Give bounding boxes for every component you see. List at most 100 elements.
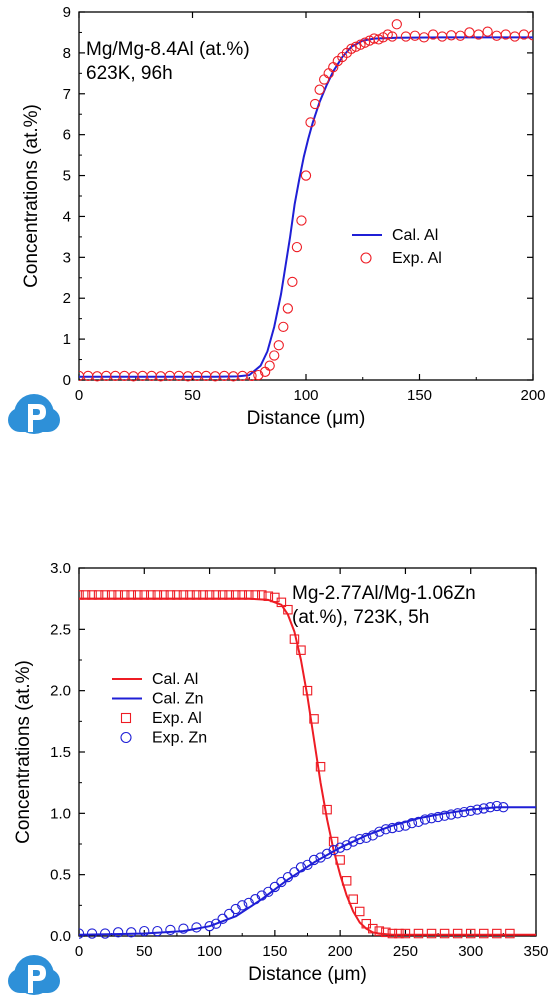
x-axis-label: Distance (μm)	[247, 408, 366, 429]
data-point-exp-al	[119, 590, 130, 600]
x-tick-label: 350	[523, 943, 548, 960]
y-axis-label: Concentrations (at.%)	[21, 104, 42, 288]
data-point-exp-al	[287, 276, 298, 288]
data-point-exp-zn	[269, 881, 281, 893]
data-point-exp-al	[230, 590, 241, 600]
data-point-exp-zn	[224, 908, 235, 920]
data-point-exp-zn	[478, 803, 489, 814]
data-point-exp-zn	[99, 928, 111, 939]
annotation-text: 623K, 96h	[86, 63, 173, 84]
data-point-exp-zn	[485, 802, 496, 813]
data-point-exp-al	[309, 714, 319, 724]
legend-label-cal-zn: Cal. Zn	[152, 691, 204, 708]
data-point-exp-zn	[210, 918, 222, 929]
data-point-exp-al	[335, 855, 345, 865]
x-tick-label: 0	[75, 943, 83, 960]
series-line-cal-al	[79, 36, 533, 378]
data-point-exp-zn	[334, 842, 346, 853]
data-point-exp-al	[446, 30, 457, 41]
data-point-exp-al	[100, 590, 110, 600]
data-point-exp-al	[172, 590, 182, 600]
data-point-exp-al	[426, 928, 437, 939]
y-tick-label: 0.0	[50, 928, 71, 945]
data-point-exp-zn	[380, 824, 391, 835]
data-point-exp-al	[355, 39, 366, 50]
data-point-exp-al	[373, 34, 384, 45]
data-point-exp-zn	[367, 830, 378, 841]
data-point-exp-al	[491, 30, 502, 41]
data-point-exp-al	[191, 590, 202, 600]
data-point-exp-al	[93, 590, 104, 600]
data-point-exp-zn	[465, 805, 476, 817]
data-point-exp-al	[198, 590, 208, 600]
data-point-exp-zn	[276, 876, 287, 888]
data-point-exp-zn	[113, 927, 124, 938]
data-point-exp-al	[309, 98, 321, 110]
data-point-exp-al	[455, 30, 466, 41]
data-point-exp-zn	[308, 854, 320, 866]
data-point-exp-al	[80, 590, 91, 600]
data-point-exp-al	[359, 37, 371, 48]
data-point-exp-zn	[126, 927, 137, 938]
x-tick-label: 0	[75, 387, 83, 404]
data-point-exp-al	[263, 591, 274, 601]
y-tick-label: 3	[63, 249, 71, 266]
data-point-exp-zn	[217, 913, 228, 924]
data-point-exp-zn	[491, 800, 502, 812]
data-point-exp-zn	[445, 809, 457, 820]
data-point-exp-al	[165, 590, 176, 600]
y-tick-label: 1	[63, 331, 71, 348]
y-tick-label: 1.5	[50, 744, 71, 761]
y-tick-label: 1.0	[50, 805, 71, 822]
data-point-exp-al	[350, 41, 362, 52]
annotation-text: (at.%), 723K, 5h	[292, 607, 429, 628]
data-point-exp-al	[505, 928, 515, 939]
x-tick-label: 50	[136, 943, 153, 960]
data-point-exp-zn	[289, 867, 300, 878]
data-point-exp-zn	[230, 903, 241, 915]
y-tick-label: 0	[63, 372, 71, 389]
data-point-exp-al	[270, 592, 280, 603]
data-point-exp-zn	[348, 836, 359, 847]
data-point-exp-al	[257, 590, 267, 600]
x-tick-label: 200	[520, 387, 545, 404]
x-tick-label: 100	[293, 387, 318, 404]
data-point-exp-zn	[315, 852, 326, 863]
cloud-p-logo-icon	[8, 394, 60, 434]
data-point-exp-al	[300, 170, 312, 181]
data-point-exp-al	[315, 761, 326, 772]
data-point-exp-al	[346, 43, 357, 54]
y-tick-label: 0.5	[50, 867, 71, 884]
y-axis-label: Concentrations (at.%)	[13, 660, 34, 844]
data-point-exp-al	[243, 590, 254, 600]
plot-area	[79, 19, 533, 382]
legend-label-cal-al: Cal. Al	[392, 227, 438, 244]
data-point-exp-zn	[86, 928, 98, 939]
data-point-exp-zn	[165, 924, 176, 936]
y-tick-label: 5	[63, 168, 71, 185]
data-point-exp-al	[146, 590, 156, 600]
data-point-exp-al	[473, 29, 484, 40]
legend-label-exp-al: Exp. Al	[152, 710, 202, 727]
data-point-exp-zn	[406, 817, 418, 829]
series-line-cal-zn	[79, 806, 536, 936]
data-point-exp-al	[87, 590, 97, 600]
data-point-exp-al	[302, 685, 313, 696]
data-point-exp-al	[79, 590, 84, 600]
data-point-exp-al	[289, 634, 300, 644]
data-point-exp-al	[296, 645, 306, 655]
plot-area	[79, 590, 536, 939]
data-point-exp-al	[273, 340, 284, 351]
data-point-exp-al	[418, 32, 430, 43]
data-point-exp-al	[452, 928, 463, 939]
data-point-exp-al	[387, 31, 398, 42]
data-point-exp-al	[479, 928, 489, 939]
data-point-exp-al	[185, 590, 195, 600]
annotation-text: Mg/Mg-8.4Al (at.%)	[86, 39, 250, 60]
y-tick-label: 2.5	[50, 621, 71, 638]
data-point-exp-al	[152, 590, 163, 600]
data-point-exp-al	[276, 597, 287, 608]
data-point-exp-zn	[374, 826, 385, 837]
series-line-cal-al	[79, 597, 536, 936]
data-point-exp-zn	[282, 871, 294, 883]
